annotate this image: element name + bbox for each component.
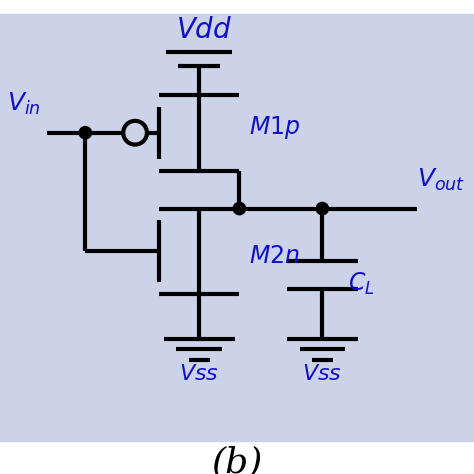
Circle shape — [316, 202, 328, 215]
Text: $Vss$: $Vss$ — [179, 364, 219, 385]
Text: $M1p$: $M1p$ — [249, 115, 300, 141]
Text: $V_{in}$: $V_{in}$ — [7, 91, 41, 118]
Circle shape — [79, 127, 91, 139]
Text: (b): (b) — [211, 445, 263, 474]
Text: $C_L$: $C_L$ — [348, 271, 375, 298]
Text: $Vdd$: $Vdd$ — [176, 18, 232, 44]
Text: $M2n$: $M2n$ — [249, 244, 300, 268]
Text: $Vss$: $Vss$ — [302, 364, 342, 385]
Text: $V_{out}$: $V_{out}$ — [417, 167, 465, 193]
Circle shape — [233, 202, 246, 215]
